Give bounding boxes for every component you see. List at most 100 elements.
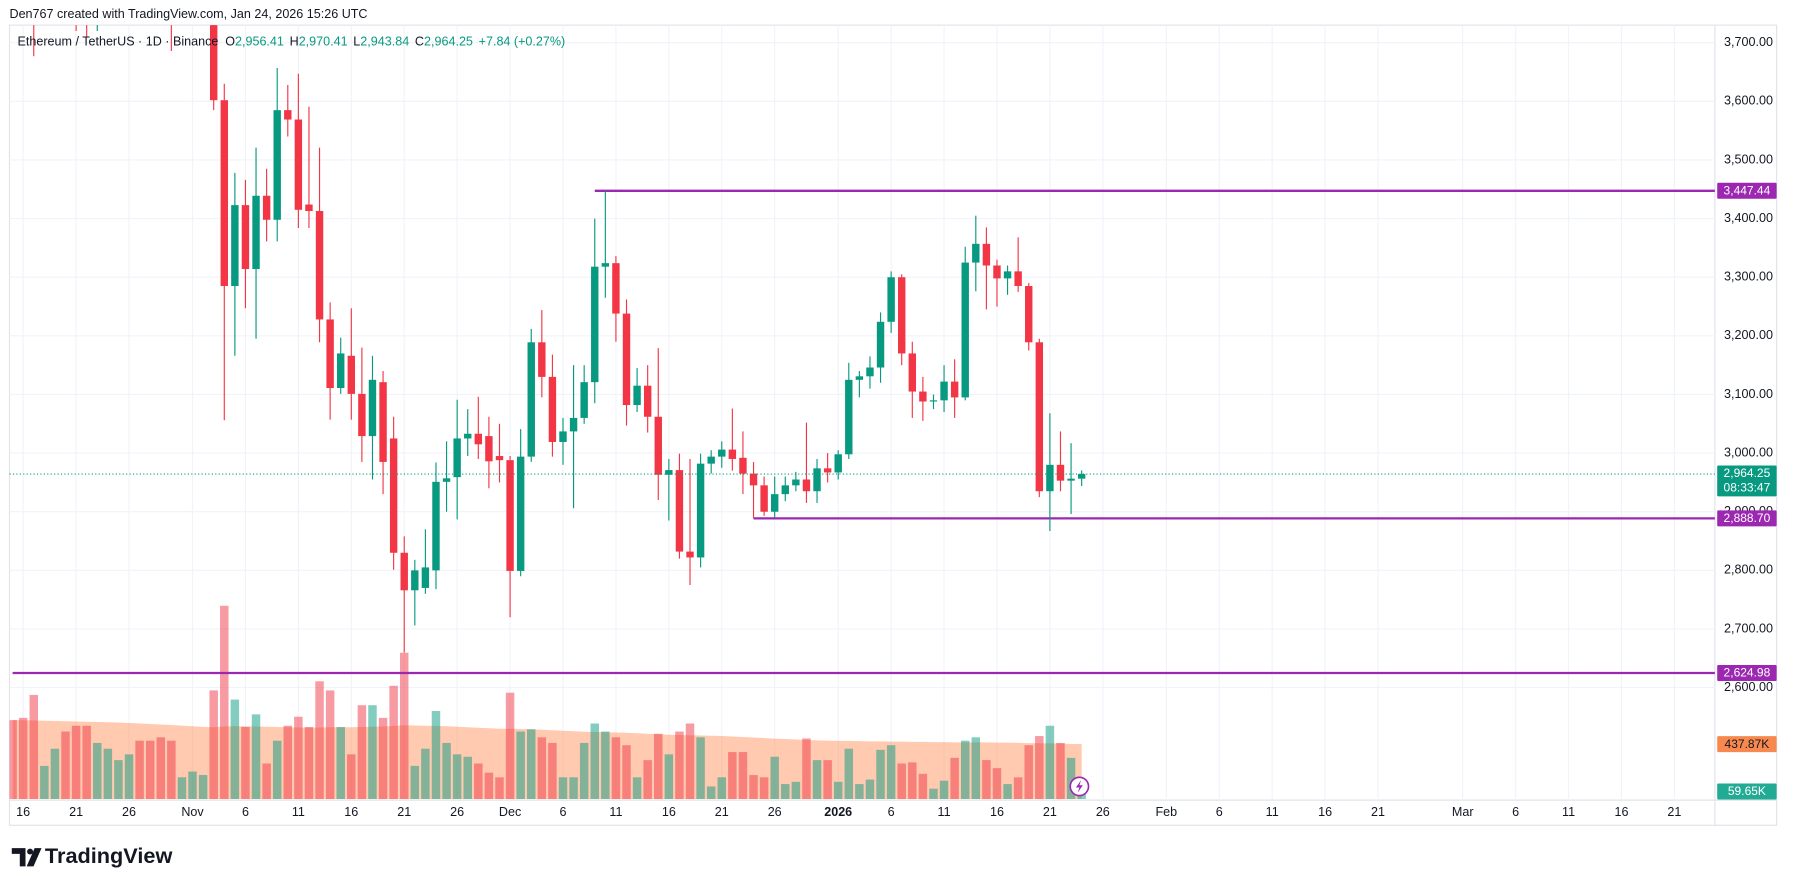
level-label: 2,888.70 [1724,511,1771,525]
volume-bar [992,768,1002,799]
volume-bar [368,705,377,799]
candle-body [442,478,451,482]
candle-body [379,382,387,462]
volume-bar [527,729,536,799]
candle-body [718,449,726,457]
candle-body [485,436,493,462]
candle-body [1025,286,1033,343]
candle-body [305,204,313,211]
candle-body [855,376,864,380]
candle-body [580,382,588,418]
level-label-bg [1717,510,1777,527]
volume-bar [802,738,811,799]
volume-bar [770,756,779,799]
volume-bar [844,748,854,799]
volume-bar [717,777,727,799]
candle-body [252,195,260,270]
legend-change: +7.84 (+0.27%) [479,35,566,49]
candle-body [633,385,641,406]
candle-body [569,417,578,432]
volume-bar [1045,725,1055,799]
volume-bar [876,749,885,799]
candle-body [453,438,461,478]
candle-body [887,277,895,322]
volume-bar [897,763,906,799]
y-tick-label: 3,200.00 [1724,328,1773,342]
x-tick-label: 11 [1266,805,1279,819]
candle-body [1014,271,1022,287]
volume-bar [823,760,832,799]
volume-bar [145,740,155,799]
volume-bar [262,763,271,799]
candle-body [1035,342,1044,492]
x-tick-label: 2026 [824,805,852,819]
legend-key: L [353,35,360,49]
volume-bar [950,757,959,799]
volume-bar [664,754,674,799]
legend-value: 2,943.84 [360,35,409,49]
axes: 2,600.002,700.002,800.002,900.003,000.00… [16,35,1777,819]
candle-body [728,449,737,459]
volume-bar [389,685,398,799]
volume-bar [537,737,547,799]
x-tick-label: Mar [1452,805,1474,819]
volume-bar [188,771,197,799]
y-tick-label: 2,800.00 [1724,563,1773,577]
candle-body [686,551,694,558]
legend-value: 2,964.25 [424,35,473,49]
legend-value: 2,956.41 [235,35,284,49]
candle-body [866,367,874,377]
volume-bar [93,742,102,799]
candle-body [411,570,419,591]
candle-body [950,381,959,398]
x-tick-label: 21 [1043,805,1057,819]
candle-body [1067,478,1075,481]
brand-name: TradingView [45,843,173,868]
candle-body [464,433,472,439]
candle-body [220,100,228,287]
candle-body [982,243,991,266]
volume-bar [61,731,70,799]
volume-bar [706,786,716,799]
price-pane [9,25,1715,675]
volume-bar [336,727,345,799]
candle-body [781,485,789,495]
candle-body [527,342,535,457]
volume-bar [569,777,578,799]
candle-body [284,110,292,120]
volume-bar [114,760,123,799]
candle-body [209,25,218,101]
volume-ma-label-bg [1717,736,1777,753]
volume-last-label: 59.65K [1728,784,1766,798]
y-tick-label: 3,400.00 [1724,211,1773,225]
candle-body [823,468,832,473]
x-tick-label: 26 [450,805,464,819]
x-tick-label: 11 [292,805,305,819]
volume-bar [929,788,938,799]
volume-bar [452,754,462,799]
volume-bar [421,748,430,799]
candle-body [834,454,842,473]
candle-body [601,263,610,267]
legend-key: H [290,35,299,49]
volume-bar [622,745,631,799]
y-tick-label: 3,700.00 [1724,35,1773,49]
x-tick-label: 11 [1562,805,1575,819]
candle-body [665,470,673,475]
candle-body [707,456,715,464]
last-price-label-bg [1717,465,1777,497]
volume-bar [40,765,49,799]
x-tick-label: 21 [1667,805,1681,819]
candle-body [876,321,885,368]
candle-body [675,470,684,552]
candle-body [368,379,377,437]
candle-body [262,195,271,220]
volume-bar [886,745,896,799]
candle-body [538,342,546,377]
volume-bar [198,775,208,799]
volume-bar [135,740,144,799]
volume-bar [124,754,134,799]
candle-body [898,277,906,354]
y-tick-label: 2,600.00 [1724,680,1773,694]
